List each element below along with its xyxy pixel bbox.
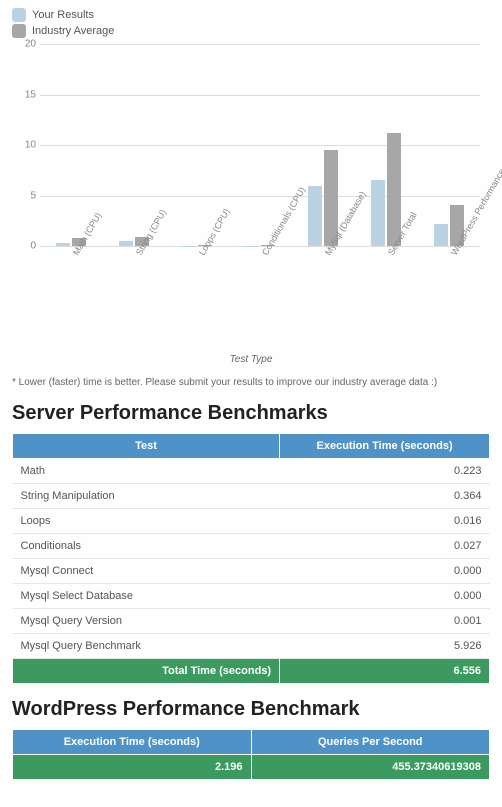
col-header-exec-time: Execution Time (seconds)	[280, 434, 490, 459]
table-row: Mysql Query Benchmark5.926	[13, 634, 490, 659]
x-label-cell: String (CPU)	[103, 248, 166, 304]
legend-swatch	[12, 8, 26, 22]
x-label-cell: Conditionals (CPU)	[229, 248, 292, 304]
server-benchmarks-title: Server Performance Benchmarks	[12, 402, 490, 425]
exec-time-cell: 0.000	[280, 559, 490, 584]
exec-time-cell: 0.027	[280, 534, 490, 559]
y-tick-label: 15	[12, 89, 36, 100]
col-header-exec-time: Execution Time (seconds)	[13, 730, 252, 755]
test-name-cell: Mysql Query Benchmark	[13, 634, 280, 659]
col-header-qps: Queries Per Second	[251, 730, 490, 755]
wp-benchmark-title: WordPress Performance Benchmark	[12, 698, 490, 721]
bar	[119, 241, 133, 246]
legend-item-your-results: Your Results	[12, 8, 490, 22]
bar	[245, 246, 259, 247]
col-header-test: Test	[13, 434, 280, 459]
legend-label: Your Results	[32, 9, 94, 21]
wp-qps: 455.37340619308	[251, 755, 490, 780]
table-row: String Manipulation0.364	[13, 484, 490, 509]
total-label: Total Time (seconds)	[13, 659, 280, 684]
total-row: Total Time (seconds) 6.556	[13, 659, 490, 684]
table-row: Mysql Select Database0.000	[13, 584, 490, 609]
table-row: Loops0.016	[13, 509, 490, 534]
exec-time-cell: 0.223	[280, 459, 490, 484]
bar	[371, 180, 385, 246]
benchmark-chart: 05101520 Math (CPU)String (CPU)Loops (CP…	[12, 44, 490, 304]
y-tick-label: 10	[12, 140, 36, 151]
wp-exec-time: 2.196	[13, 755, 252, 780]
legend-label: Industry Average	[32, 25, 114, 37]
exec-time-cell: 0.000	[280, 584, 490, 609]
table-row: Mysql Connect0.000	[13, 559, 490, 584]
table-row: Conditionals0.027	[13, 534, 490, 559]
table-row: Mysql Query Version0.001	[13, 609, 490, 634]
test-name-cell: Loops	[13, 509, 280, 534]
wp-benchmark-table: Execution Time (seconds) Queries Per Sec…	[12, 729, 490, 780]
y-tick-label: 20	[12, 39, 36, 50]
test-name-cell: Math	[13, 459, 280, 484]
exec-time-cell: 0.364	[280, 484, 490, 509]
test-name-cell: Mysql Query Version	[13, 609, 280, 634]
x-label-cell: MySql (Database)	[291, 248, 354, 304]
wp-value-row: 2.196 455.37340619308	[13, 755, 490, 780]
exec-time-cell: 0.016	[280, 509, 490, 534]
chart-xaxis-title: Test Type	[12, 354, 490, 365]
y-tick-label: 0	[12, 241, 36, 252]
x-label-cell: Server Total	[354, 248, 417, 304]
bar	[182, 246, 196, 247]
chart-legend: Your Results Industry Average	[12, 8, 490, 38]
legend-item-industry-average: Industry Average	[12, 24, 490, 38]
x-label-cell: Math (CPU)	[40, 248, 103, 304]
total-value: 6.556	[280, 659, 490, 684]
table-row: Math0.223	[13, 459, 490, 484]
x-label-cell: WordPress Performance	[417, 248, 480, 304]
test-name-cell: Mysql Select Database	[13, 584, 280, 609]
test-name-cell: String Manipulation	[13, 484, 280, 509]
exec-time-cell: 5.926	[280, 634, 490, 659]
chart-x-labels: Math (CPU)String (CPU)Loops (CPU)Conditi…	[40, 248, 480, 304]
gridline	[40, 246, 480, 247]
y-tick-label: 5	[12, 190, 36, 201]
test-name-cell: Mysql Connect	[13, 559, 280, 584]
bar	[308, 186, 322, 246]
exec-time-cell: 0.001	[280, 609, 490, 634]
bar	[56, 243, 70, 246]
test-name-cell: Conditionals	[13, 534, 280, 559]
legend-swatch	[12, 24, 26, 38]
server-benchmarks-table: Test Execution Time (seconds) Math0.223S…	[12, 433, 490, 684]
bar	[434, 224, 448, 246]
chart-footnote: * Lower (faster) time is better. Please …	[12, 377, 490, 388]
x-label-cell: Loops (CPU)	[166, 248, 229, 304]
